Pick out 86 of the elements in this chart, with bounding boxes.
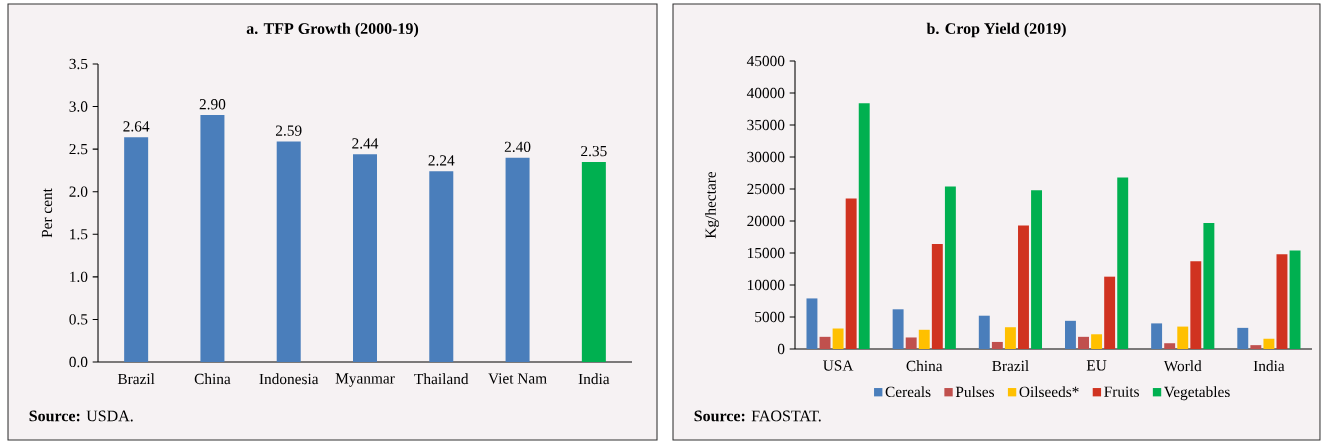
data-label: 2.44 xyxy=(352,138,379,149)
bar xyxy=(892,309,904,349)
bar xyxy=(832,328,844,349)
y-tick-label: 1.5 xyxy=(70,229,88,240)
bar xyxy=(858,103,870,349)
bar xyxy=(819,336,831,349)
bar xyxy=(1018,225,1029,349)
y-tick-label: 1.0 xyxy=(70,271,88,283)
bar xyxy=(931,244,943,349)
bar xyxy=(1117,177,1129,349)
data-label: 2.24 xyxy=(428,155,455,166)
bar xyxy=(918,329,930,349)
bar xyxy=(1078,336,1089,349)
bar xyxy=(1151,323,1163,349)
y-tick-label: 10000 xyxy=(747,279,785,291)
legend-label: Cereals xyxy=(885,386,931,398)
y-tick-label: 0 xyxy=(777,343,785,355)
x-tick-label: Brazil xyxy=(117,373,155,385)
legend-label: Pulses xyxy=(955,386,995,398)
data-label: 2.40 xyxy=(504,141,531,153)
bar xyxy=(1004,327,1016,349)
x-tick-label: China xyxy=(906,360,943,372)
y-axis-title: Per cent xyxy=(41,188,53,238)
bar xyxy=(505,157,530,362)
text: Source: FAOSTAT. xyxy=(694,410,821,422)
bar xyxy=(991,341,1003,349)
x-tick-label: Indonesia xyxy=(259,373,319,385)
data-label: 2.64 xyxy=(123,121,150,132)
data-label: 2.90 xyxy=(199,99,226,110)
x-tick-label: EU xyxy=(1086,360,1107,371)
x-tick-label: Viet Nam xyxy=(488,373,547,384)
bar xyxy=(905,337,917,349)
bar xyxy=(581,161,606,362)
x-tick-label: Thailand xyxy=(414,373,469,385)
y-tick-label: 25000 xyxy=(747,183,785,195)
y-tick-label: 45000 xyxy=(746,55,785,67)
y-tick-label: 35000 xyxy=(747,119,785,131)
bar xyxy=(1190,261,1202,349)
y-tick-label: 30000 xyxy=(747,151,785,163)
bar xyxy=(1203,222,1215,349)
bar xyxy=(1164,343,1176,349)
y-tick-label: 3.5 xyxy=(69,58,88,70)
x-tick-label: India xyxy=(578,373,610,385)
x-tick-label: India xyxy=(1253,360,1285,372)
legend-label: Fruits xyxy=(1104,386,1139,397)
data-label: 2.35 xyxy=(581,145,607,157)
bar xyxy=(1031,190,1043,349)
bar xyxy=(1104,276,1116,349)
y-tick-label: 0.5 xyxy=(69,314,88,325)
y-tick-label: 2.0 xyxy=(69,186,88,197)
bar xyxy=(353,154,377,362)
bar xyxy=(845,198,857,349)
y-tick-label: 2.5 xyxy=(69,143,88,155)
bar xyxy=(1237,327,1249,349)
bar xyxy=(276,141,301,362)
x-tick-label: World xyxy=(1163,360,1202,372)
bar xyxy=(978,315,990,349)
bar xyxy=(1177,326,1189,349)
legend-label: Oilseeds* xyxy=(1019,386,1079,398)
bar xyxy=(200,115,225,362)
y-tick-label: 40000 xyxy=(746,87,785,99)
x-tick-label: China xyxy=(194,373,231,385)
text: Source: USDA. xyxy=(29,410,133,422)
bar xyxy=(1064,320,1076,349)
bar xyxy=(124,137,149,362)
bar xyxy=(1091,334,1103,349)
x-tick-label: Brazil xyxy=(992,360,1029,372)
x-tick-label: Myanmar xyxy=(335,373,395,387)
bar xyxy=(429,171,454,362)
bar xyxy=(1250,345,1262,349)
y-tick-label: 0.0 xyxy=(69,356,88,368)
y-axis-title: Kg/hectare xyxy=(705,171,719,239)
x-tick-label: USA xyxy=(823,360,854,371)
chart-title: b. Crop Yield (2019) xyxy=(926,22,1066,38)
y-tick-label: 5000 xyxy=(755,311,785,323)
chart-title: a. TFP Growth (2000-19) xyxy=(246,22,419,38)
legend-label: Vegetables xyxy=(1164,386,1230,401)
y-tick-label: 15000 xyxy=(747,247,785,259)
y-tick-label: 3.0 xyxy=(69,101,88,112)
bar xyxy=(1289,250,1301,349)
bar xyxy=(944,186,956,349)
bar xyxy=(1276,254,1288,349)
bar xyxy=(806,298,818,349)
bar xyxy=(1263,338,1275,349)
y-tick-label: 20000 xyxy=(747,215,785,227)
data-label: 2.59 xyxy=(275,125,302,136)
